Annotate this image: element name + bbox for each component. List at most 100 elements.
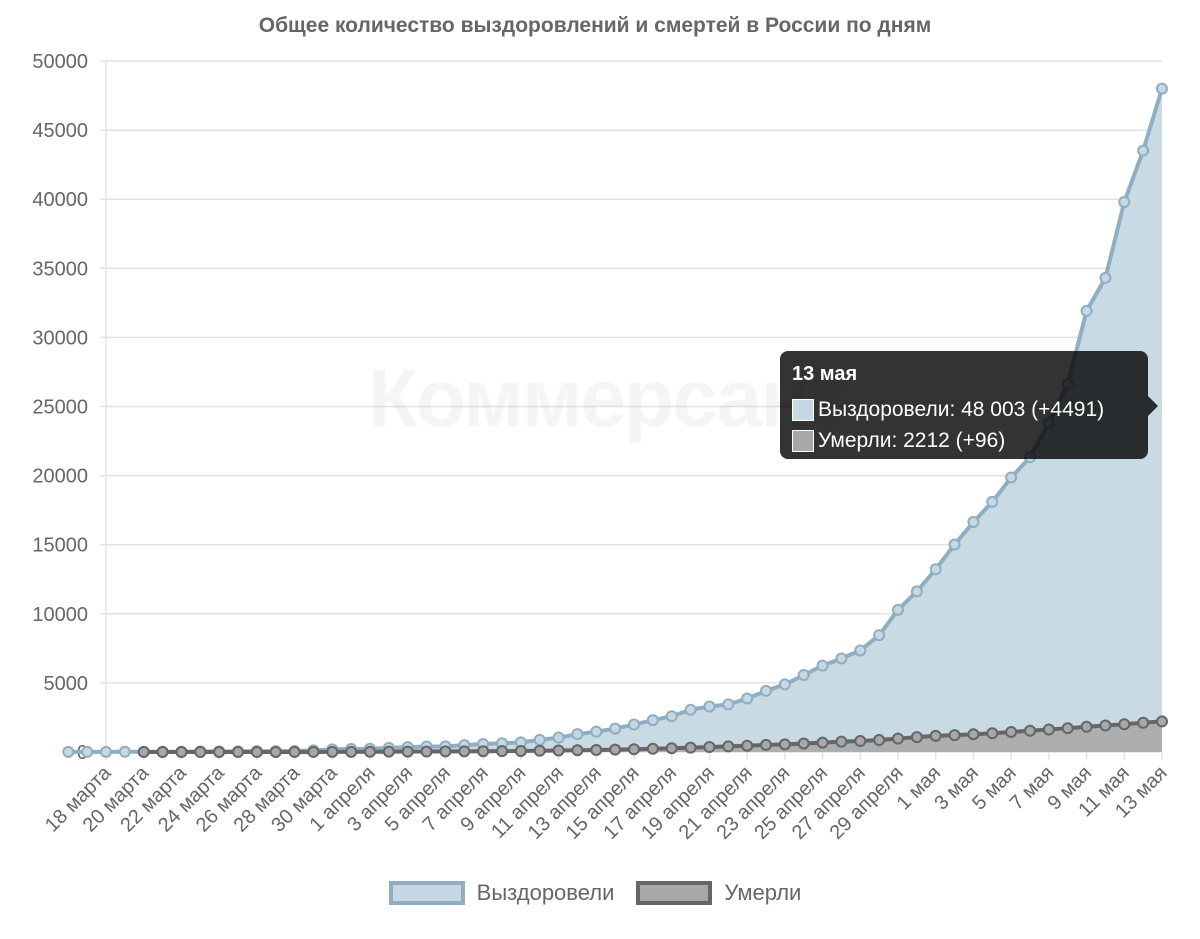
y-tick-label: 25000	[32, 397, 88, 419]
data-point-deaths	[967, 728, 980, 741]
data-point-deaths	[420, 745, 433, 758]
data-point-deaths	[1005, 725, 1018, 738]
data-point-recovered	[1118, 195, 1131, 208]
y-tick-label: 50000	[32, 51, 88, 73]
data-point-recovered	[797, 669, 810, 682]
data-point-deaths	[1042, 723, 1055, 736]
data-point-recovered	[646, 714, 659, 727]
tooltip-row-recovered: Выздоровели: 48 003 (+4491)	[792, 394, 1136, 425]
data-point-recovered	[1080, 304, 1093, 317]
data-point-deaths	[703, 741, 716, 754]
data-point-deaths	[741, 739, 754, 752]
data-point-deaths	[401, 745, 414, 758]
data-point-deaths	[194, 745, 207, 758]
y-tick-label: 5000	[44, 673, 89, 695]
series-area-recovered	[68, 88, 1162, 753]
y-tick-label: 30000	[32, 327, 88, 349]
data-point-recovered	[816, 659, 829, 672]
data-point-recovered	[722, 698, 735, 711]
data-point-recovered	[892, 603, 904, 616]
data-point-deaths	[892, 732, 904, 745]
data-point-recovered	[986, 495, 999, 508]
data-point-recovered	[1137, 144, 1150, 157]
data-point-deaths	[816, 736, 829, 749]
data-point-deaths	[1080, 720, 1093, 733]
data-point-deaths	[1024, 724, 1036, 737]
data-point-deaths	[609, 743, 622, 756]
data-point-recovered	[703, 700, 716, 713]
tooltip-text-deaths: Умерли: 2212 (+96)	[818, 429, 1006, 452]
data-point-recovered	[835, 652, 848, 665]
data-point-deaths	[307, 745, 320, 758]
data-point-deaths	[929, 729, 942, 742]
y-tick-label: 35000	[32, 258, 88, 280]
y-tick-label: 40000	[32, 189, 88, 211]
data-point-recovered	[533, 733, 546, 746]
y-tick-label: 10000	[32, 604, 88, 626]
data-point-deaths	[646, 742, 659, 755]
tooltip-title: 13 мая	[792, 363, 858, 385]
data-point-recovered	[854, 644, 867, 657]
data-point-deaths	[250, 745, 263, 758]
tooltip-arrow	[1148, 396, 1158, 416]
data-point-deaths	[458, 745, 471, 758]
data-point-deaths	[665, 742, 678, 755]
data-point-recovered	[118, 745, 131, 758]
data-point-recovered	[929, 563, 942, 576]
data-point-recovered	[778, 678, 791, 691]
data-point-deaths	[571, 744, 584, 757]
data-point-deaths	[552, 744, 565, 757]
watermark: Коммерсант	[368, 352, 846, 446]
data-point-deaths	[1061, 722, 1074, 735]
data-point-recovered	[628, 718, 640, 731]
data-point-deaths	[232, 745, 244, 758]
data-point-recovered	[684, 703, 697, 716]
data-point-deaths	[873, 734, 886, 747]
data-point-deaths	[948, 729, 961, 742]
y-tick-label: 15000	[32, 535, 88, 557]
data-point-deaths	[269, 745, 282, 758]
data-point-deaths	[345, 745, 358, 758]
data-point-recovered	[948, 538, 961, 551]
data-point-deaths	[628, 743, 640, 756]
legend-item-recovered[interactable]: Выздоровели	[388, 880, 614, 906]
data-point-recovered	[1156, 82, 1168, 95]
data-point-deaths	[175, 745, 188, 758]
chart-legend: Выздоровели Умерли	[0, 880, 1190, 906]
data-point-deaths	[722, 740, 735, 753]
data-point-recovered	[741, 692, 754, 705]
data-point-deaths	[496, 745, 508, 758]
data-point-deaths	[1118, 718, 1131, 731]
legend-swatch-recovered	[388, 881, 465, 905]
data-point-recovered	[81, 745, 94, 758]
data-point-deaths	[533, 744, 546, 757]
data-point-deaths	[910, 731, 923, 744]
data-point-recovered	[665, 710, 678, 723]
data-point-deaths	[835, 735, 848, 748]
data-point-deaths	[684, 741, 697, 754]
data-point-deaths	[439, 745, 452, 758]
tooltip-text-recovered: Выздоровели: 48 003 (+4491)	[818, 398, 1105, 421]
data-point-deaths	[854, 735, 867, 748]
chart-tooltip: 13 мая Выздоровели: 48 003 (+4491) Умерл…	[780, 351, 1158, 459]
legend-item-deaths[interactable]: Умерли	[636, 880, 801, 906]
data-point-recovered	[760, 684, 772, 697]
y-tick-label: 20000	[32, 466, 88, 488]
data-point-recovered	[590, 725, 603, 738]
data-point-deaths	[156, 745, 169, 758]
data-point-deaths	[1137, 716, 1150, 729]
data-point-recovered	[1099, 271, 1112, 284]
data-point-recovered	[1005, 471, 1018, 484]
data-point-deaths	[326, 745, 339, 758]
y-tick-label: 45000	[32, 120, 88, 142]
data-point-deaths	[797, 737, 810, 750]
data-point-recovered	[552, 731, 565, 744]
data-point-deaths	[760, 738, 772, 751]
tooltip-swatch-deaths	[792, 429, 814, 452]
data-point-recovered	[910, 585, 923, 598]
data-point-recovered	[571, 728, 584, 741]
data-point-deaths	[477, 745, 490, 758]
data-point-deaths	[382, 745, 395, 758]
data-point-deaths	[778, 738, 791, 751]
